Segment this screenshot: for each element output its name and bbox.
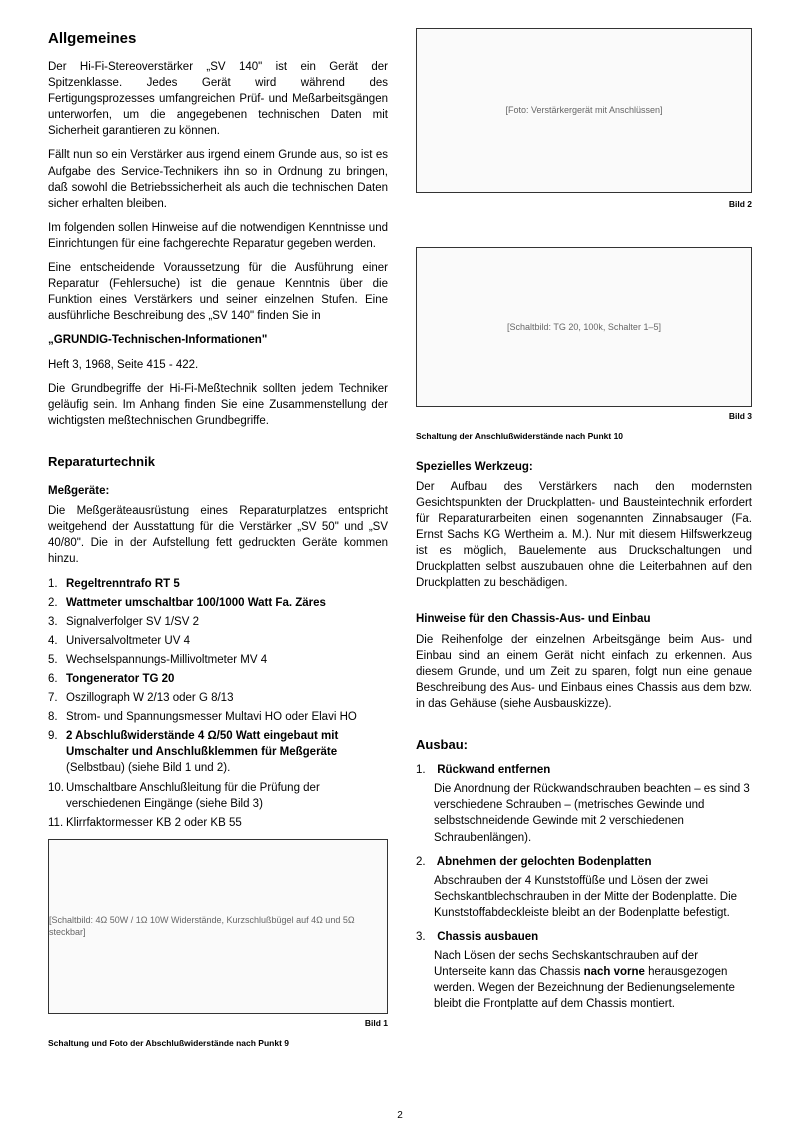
bild3-label: Bild 3 bbox=[416, 411, 752, 423]
equipment-item: 9.2 Abschlußwiderstände 4 Ω/50 Watt eing… bbox=[48, 728, 388, 776]
para-intro-2: Fällt nun so ein Verstärker aus irgend e… bbox=[48, 147, 388, 211]
heading-ausbau: Ausbau: bbox=[416, 736, 752, 754]
equipment-item: 3.Signalverfolger SV 1/SV 2 bbox=[48, 614, 388, 630]
heading-allgemeines: Allgemeines bbox=[48, 28, 388, 49]
para-intro-5: Die Grundbegriffe der Hi-Fi-Meßtechnik s… bbox=[48, 381, 388, 429]
ausbau-item: 3. Chassis ausbauen Nach Lösen der sechs… bbox=[416, 929, 752, 1012]
page-number: 2 bbox=[0, 1109, 800, 1123]
para-intro-4: Eine entscheidende Voraussetzung für die… bbox=[48, 260, 388, 324]
figure-bild1: [Schaltbild: 4Ω 50W / 1Ω 10W Widerstände… bbox=[48, 839, 388, 1014]
equipment-item: 5.Wechselspannungs-Millivoltmeter MV 4 bbox=[48, 652, 388, 668]
equipment-list: 1.Regeltrenntrafo RT 5 2.Wattmeter umsch… bbox=[48, 576, 388, 831]
equipment-item: 1.Regeltrenntrafo RT 5 bbox=[48, 576, 388, 592]
para-intro-1: Der Hi-Fi-Stereoverstärker „SV 140" ist … bbox=[48, 59, 388, 139]
ausbau-list: 1. Rückwand entfernen Die Anordnung der … bbox=[416, 762, 752, 1012]
heading-reparaturtechnik: Reparaturtechnik bbox=[48, 453, 388, 471]
figure-bild3: [Schaltbild: TG 20, 100k, Schalter 1–5] bbox=[416, 247, 752, 407]
bild1-caption: Schaltung und Foto der Abschlußwiderstän… bbox=[48, 1038, 388, 1050]
equipment-item: 2.Wattmeter umschaltbar 100/1000 Watt Fa… bbox=[48, 595, 388, 611]
bild3-caption: Schaltung der Anschlußwiderstände nach P… bbox=[416, 431, 752, 443]
bild1-label: Bild 1 bbox=[48, 1018, 388, 1030]
equipment-item: 8.Strom- und Spannungsmesser Multavi HO … bbox=[48, 709, 388, 725]
reference-line: Heft 3, 1968, Seite 415 - 422. bbox=[48, 357, 388, 373]
para-intro-3: Im folgenden sollen Hinweise auf die not… bbox=[48, 220, 388, 252]
heading-messgerate: Meßgeräte: bbox=[48, 483, 388, 499]
ausbau-item: 2. Abnehmen der gelochten Bodenplatten A… bbox=[416, 854, 752, 921]
bild2-label: Bild 2 bbox=[416, 199, 752, 211]
heading-hinweise: Hinweise für den Chassis-Aus- und Einbau bbox=[416, 611, 752, 627]
reference-title: „GRUNDIG-Technischen-Informationen" bbox=[48, 332, 388, 348]
figure-bild2: [Foto: Verstärkergerät mit Anschlüssen] bbox=[416, 28, 752, 193]
equipment-item: 10.Umschaltbare Anschlußleitung für die … bbox=[48, 780, 388, 812]
hinweise-para: Die Reihenfolge der einzelnen Arbeitsgän… bbox=[416, 632, 752, 712]
equipment-item: 4.Universalvoltmeter UV 4 bbox=[48, 633, 388, 649]
equipment-item: 7.Oszillograph W 2/13 oder G 8/13 bbox=[48, 690, 388, 706]
ausbau-item: 1. Rückwand entfernen Die Anordnung der … bbox=[416, 762, 752, 845]
spezielles-para: Der Aufbau des Verstärkers nach den mode… bbox=[416, 479, 752, 592]
heading-spezielles-werkzeug: Spezielles Werkzeug: bbox=[416, 459, 752, 475]
equipment-item: 11.Klirrfaktormesser KB 2 oder KB 55 bbox=[48, 815, 388, 831]
messgerate-intro: Die Meßgeräteausrüstung eines Reparaturp… bbox=[48, 503, 388, 567]
equipment-item: 6.Tongenerator TG 20 bbox=[48, 671, 388, 687]
